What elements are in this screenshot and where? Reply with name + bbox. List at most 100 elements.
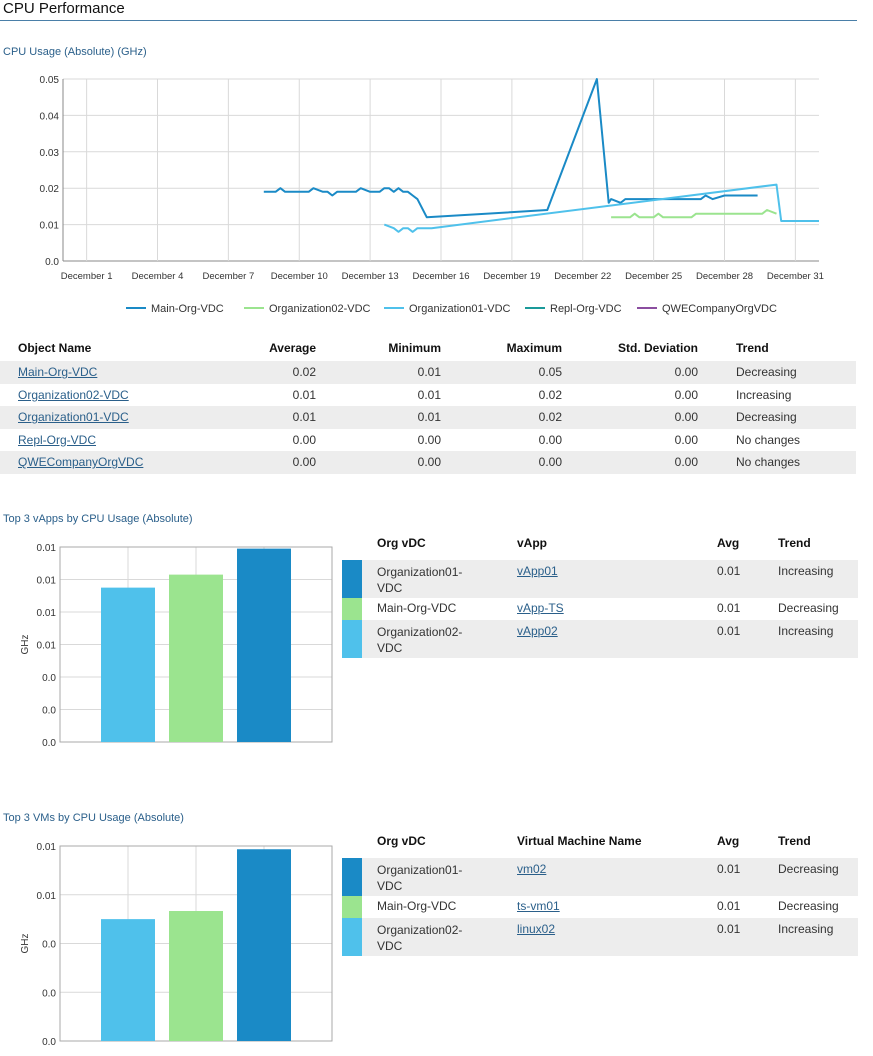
color-swatch [342, 598, 362, 620]
top-vms-table: Org vDC Virtual Machine Name Avg Trend O… [342, 824, 858, 956]
col-trend: Trend [778, 536, 811, 550]
x-tick-label: December 13 [342, 271, 399, 282]
trend-value: Decreasing [778, 899, 839, 913]
top-vms-bar-chart: 0.0 0.0 0.0 0.01 0.01 GHz [20, 842, 333, 1048]
org-vdc-name: Organization02- [377, 625, 463, 639]
trend-value: Increasing [778, 918, 858, 956]
std-value: 0.00 [674, 387, 698, 402]
org-vdc-name: Main-Org-VDC [377, 601, 457, 615]
vm-link[interactable]: linux02 [517, 922, 556, 936]
x-tick-label: December 22 [554, 271, 611, 282]
std-value: 0.00 [674, 432, 698, 447]
vapp-link[interactable]: vApp02 [517, 624, 558, 638]
avg-value: 0.01 [717, 899, 741, 913]
y-tick-label: 0.01 [37, 842, 57, 853]
x-tick-label: December 10 [271, 271, 328, 282]
y-tick-label: 0.01 [37, 608, 57, 619]
y-tick-label: 0.0 [42, 940, 56, 951]
object-link[interactable]: Repl-Org-VDC [18, 432, 97, 447]
trend-value: Decreasing [698, 361, 856, 384]
std-value: 0.00 [562, 451, 698, 474]
object-link[interactable]: Organization02-VDC [18, 387, 129, 402]
legend-label: Main-Org-VDC [151, 303, 224, 315]
y-tick-label: 0.0 [42, 1037, 56, 1048]
minimum-value: 0.01 [316, 361, 441, 384]
minimum-value: 0.00 [417, 432, 441, 447]
org-vdc-name: Main-Org-VDC [377, 899, 457, 913]
vapp-link[interactable]: vApp01 [517, 564, 558, 578]
color-swatch [342, 858, 362, 896]
trend-value: Increasing [778, 560, 858, 598]
x-tick-label: December 1 [61, 271, 113, 282]
trend-value: No changes [736, 432, 801, 447]
vapp-link[interactable]: vApp-TS [517, 601, 564, 615]
y-tick-label: 0.01 [37, 641, 57, 652]
y-tick-label: 0.01 [40, 221, 60, 232]
maximum-value: 0.02 [538, 387, 562, 402]
col-trend: Trend [736, 341, 769, 355]
average-value: 0.02 [200, 361, 316, 384]
trend-value: Decreasing [778, 858, 858, 896]
title-divider [0, 20, 857, 21]
vapps-header-row: Org vDC vApp Avg Trend [342, 526, 858, 560]
average-value: 0.01 [292, 387, 316, 402]
y-tick-label: 0.04 [40, 111, 60, 122]
col-avg: Avg [717, 834, 740, 848]
org-vdc-name-cont: VDC [377, 879, 403, 893]
maximum-value: 0.00 [538, 432, 562, 447]
stats-header-row: Object Name Average Minimum Maximum Std.… [0, 335, 856, 361]
color-swatch [342, 560, 362, 598]
legend-label: QWECompanyOrgVDC [662, 303, 777, 315]
vm-link[interactable]: ts-vm01 [517, 899, 560, 913]
color-swatch [342, 620, 362, 658]
cpu-usage-chart-title: CPU Usage (Absolute) (GHz) [3, 46, 147, 58]
x-tick-label: December 16 [412, 271, 469, 282]
table-row: Organization01- VDC vm02 0.01 Decreasing [342, 858, 858, 896]
cpu-usage-line-chart: 0.0 0.01 0.02 0.03 0.04 0.05 December 1 Decembe… [40, 75, 824, 315]
table-row: Organization01-VDC 0.01 0.01 0.02 0.00 D… [0, 406, 856, 429]
trend-value: Decreasing [698, 406, 856, 429]
col-maximum: Maximum [506, 341, 562, 355]
vms-header-row: Org vDC Virtual Machine Name Avg Trend [342, 824, 858, 858]
org-vdc-name-cont: VDC [377, 641, 403, 655]
minimum-value: 0.01 [316, 406, 441, 429]
col-trend: Trend [778, 834, 811, 848]
col-std-deviation: Std. Deviation [617, 341, 698, 355]
legend-label: Organization02-VDC [269, 303, 371, 315]
maximum-value: 0.02 [441, 406, 562, 429]
avg-value: 0.01 [717, 601, 741, 615]
y-tick-label: 0.01 [37, 543, 57, 554]
maximum-value: 0.00 [441, 451, 562, 474]
page-title: CPU Performance [3, 0, 125, 17]
average-value: 0.01 [200, 406, 316, 429]
maximum-value: 0.05 [441, 361, 562, 384]
org-vdc-name: Organization01- [377, 565, 463, 579]
org-vdc-name-cont: VDC [377, 581, 403, 595]
series-line-organization01-vdc [383, 183, 819, 233]
col-vm-name: Virtual Machine Name [517, 834, 642, 848]
vm-link[interactable]: vm02 [517, 862, 547, 876]
table-row: Main-Org-VDC ts-vm01 0.01 Decreasing [342, 896, 858, 918]
object-link[interactable]: Main-Org-VDC [18, 365, 98, 380]
x-tick-label: December 19 [483, 271, 540, 282]
col-average: Average [269, 341, 316, 355]
x-tick-label: December 31 [767, 271, 824, 282]
object-link[interactable]: Organization01-VDC [18, 410, 129, 425]
y-tick-label: 0.0 [42, 988, 56, 999]
bar-vapp02 [101, 587, 155, 742]
y-tick-label: 0.01 [37, 891, 57, 902]
y-tick-label: 0.01 [37, 576, 57, 587]
top-vapps-table: Org vDC vApp Avg Trend Organization01- VD… [342, 526, 858, 658]
bar-vapp01 [237, 548, 291, 742]
legend-label: Organization01-VDC [409, 303, 511, 315]
legend-label: Repl-Org-VDC [550, 303, 622, 315]
std-value: 0.00 [562, 406, 698, 429]
y-tick-label: 0.05 [40, 75, 60, 86]
table-row: QWECompanyOrgVDC 0.00 0.00 0.00 0.00 No … [0, 451, 856, 474]
top-vms-title: Top 3 VMs by CPU Usage (Absolute) [3, 812, 184, 824]
bar-vapp-ts [169, 574, 223, 742]
bar-ts-vm01 [169, 911, 223, 1041]
table-row: Repl-Org-VDC 0.00 0.00 0.00 0.00 No chan… [0, 429, 856, 452]
object-link[interactable]: QWECompanyOrgVDC [18, 455, 144, 470]
table-row: Organization02-VDC 0.01 0.01 0.02 0.00 I… [0, 384, 856, 407]
